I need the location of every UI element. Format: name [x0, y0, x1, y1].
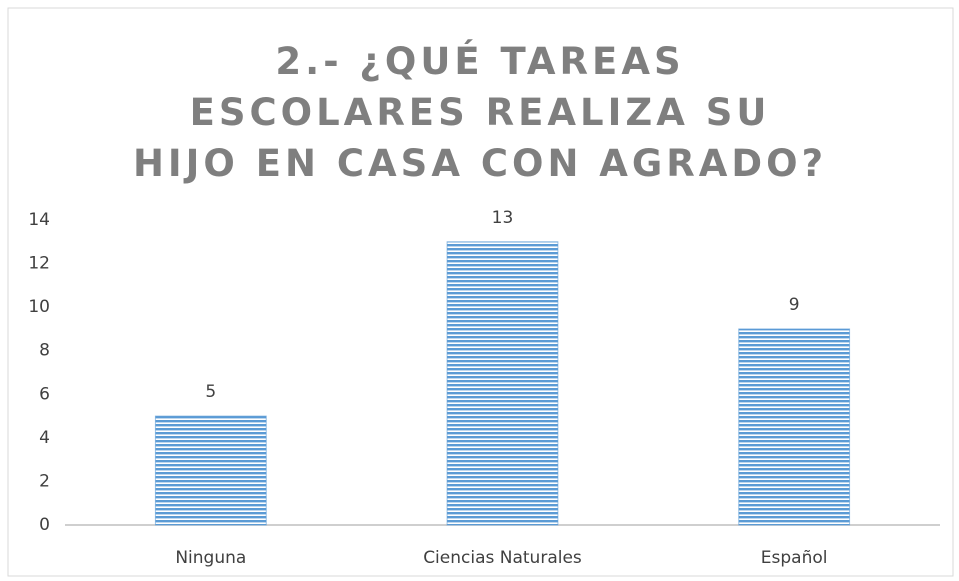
bar: [738, 328, 851, 526]
x-tick-label: Español: [761, 548, 828, 568]
data-label: 9: [789, 295, 800, 315]
data-label: 5: [205, 382, 216, 402]
y-tick-label: 10: [28, 297, 50, 317]
chart-border: [7, 7, 954, 577]
y-tick-label: 0: [39, 515, 50, 535]
y-tick-label: 14: [28, 210, 50, 230]
x-tick-label: Ciencias Naturales: [423, 548, 582, 568]
bar: [446, 241, 559, 526]
chart-title: 2.- ¿QUÉ TAREAS ESCOLARES REALIZA SU HIJ…: [132, 40, 828, 185]
bar: [154, 415, 267, 526]
y-tick-label: 2: [39, 471, 50, 491]
y-tick-label: 4: [39, 428, 50, 448]
y-tick-label: 12: [28, 254, 50, 274]
y-tick-label: 8: [39, 341, 50, 361]
y-tick-label: 6: [39, 384, 50, 404]
x-tick-label: Ninguna: [175, 548, 246, 568]
data-label: 13: [492, 208, 514, 228]
